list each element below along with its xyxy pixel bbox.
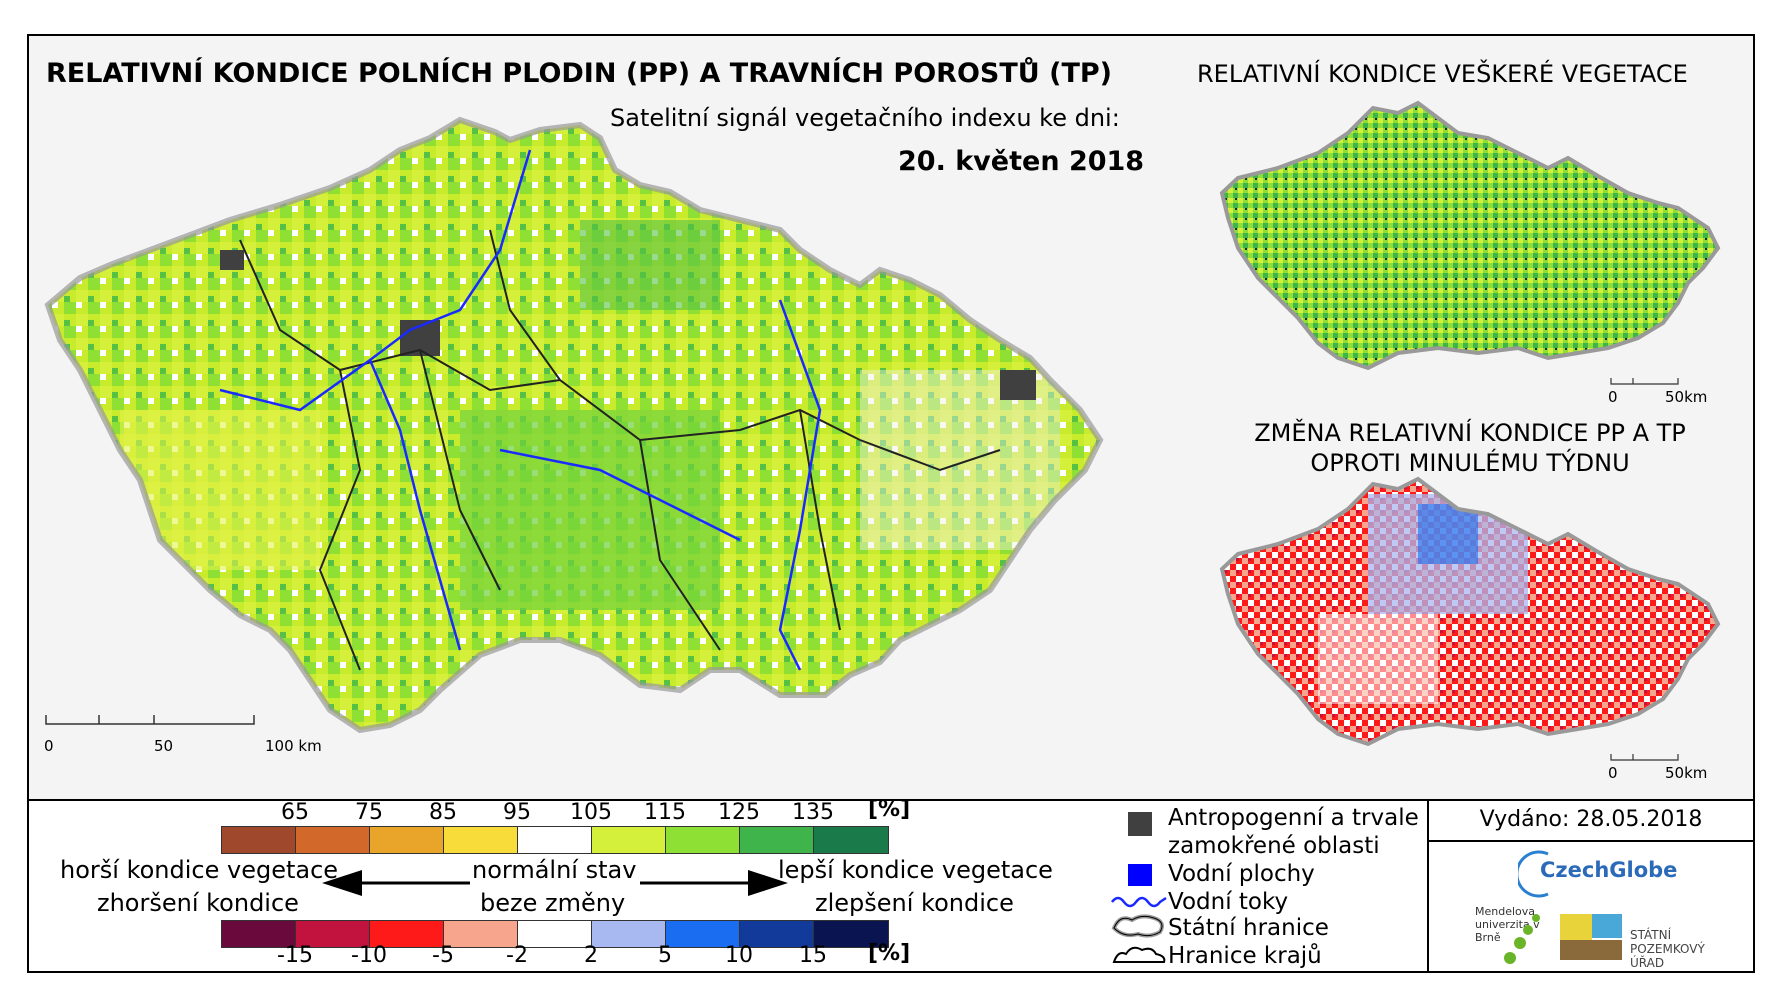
- inset-change-scale-end: 50km: [1665, 764, 1708, 782]
- legend-water: Vodní plochy: [1168, 861, 1315, 887]
- czechglobe-logo-text: CzechGlobe: [1540, 858, 1678, 882]
- legend-divider: [1427, 799, 1429, 973]
- state-border-icon: [1111, 914, 1164, 938]
- urban-area-symbol: [1128, 812, 1152, 836]
- condition-swatch: [814, 827, 888, 853]
- inset-change-title-line1: ZMĚNA RELATIVNÍ KONDICE PP A TP: [1254, 419, 1686, 447]
- main-scale-mid: 50: [154, 737, 174, 755]
- condition-scale-unit: [%]: [868, 797, 911, 822]
- water-body-symbol: [1128, 864, 1152, 886]
- inset-change-scale-zero: 0: [1608, 764, 1618, 782]
- main-title: RELATIVNÍ KONDICE POLNÍCH PLODIN (PP) A …: [46, 58, 1112, 89]
- scale-tick-label: 65: [281, 800, 309, 825]
- region-border-icon: [1112, 946, 1166, 963]
- condition-swatch: [592, 827, 666, 853]
- inset-vegetation-scale-end: 50km: [1665, 388, 1708, 406]
- scale-tick-label: -2: [506, 943, 528, 968]
- change-swatch: [740, 921, 814, 947]
- main-scale-bar: [45, 715, 255, 725]
- legend-urban-line2: zamokřené oblasti: [1168, 833, 1380, 859]
- condition-swatch: [222, 827, 296, 853]
- scale-tick-label: 115: [644, 800, 686, 825]
- change-swatch: [814, 921, 888, 947]
- scale-tick-label: 2: [584, 943, 598, 968]
- scale-tick-label: 15: [799, 943, 827, 968]
- change-swatch: [370, 921, 444, 947]
- scale-tick-label: -15: [277, 943, 313, 968]
- condition-swatch: [370, 827, 444, 853]
- label-normal-state: normální stav: [472, 856, 637, 884]
- scale-tick-label: 10: [725, 943, 753, 968]
- legend-rivers: Vodní toky: [1168, 889, 1289, 915]
- issued-divider: [1427, 840, 1755, 842]
- label-worse-condition: horší kondice vegetace: [60, 856, 339, 884]
- change-swatch: [666, 921, 740, 947]
- change-swatch: [444, 921, 518, 947]
- arrow-left-icon: [322, 870, 470, 896]
- mendel-university-logo: Mendelova univerzita v Brně: [1475, 905, 1540, 944]
- scale-tick-label: 5: [658, 943, 672, 968]
- condition-swatch: [296, 827, 370, 853]
- spu-logo-icon: [1560, 914, 1622, 960]
- scale-tick-label: -10: [351, 943, 387, 968]
- change-swatch: [296, 921, 370, 947]
- label-worse-change: zhoršení kondice: [97, 889, 299, 917]
- legend-region-border: Hranice krajů: [1168, 943, 1322, 969]
- change-color-bar: [221, 920, 889, 948]
- inset-change-map: [1219, 476, 1721, 761]
- scale-tick-label: 85: [429, 800, 457, 825]
- mendel-dots-icon: [1504, 914, 1540, 964]
- legend-state-border: Státní hranice: [1168, 915, 1329, 941]
- condition-color-bar: [221, 826, 889, 854]
- change-swatch: [222, 921, 296, 947]
- main-condition-map: [44, 116, 1104, 734]
- scale-tick-label: 135: [792, 800, 834, 825]
- inset-vegetation-scale-zero: 0: [1608, 388, 1618, 406]
- subtitle: Satelitní signál vegetačního indexu ke d…: [610, 104, 1120, 132]
- legend-urban: Antropogenní a trvale zamokřené oblasti: [1168, 804, 1419, 860]
- label-no-change: beze změny: [480, 889, 626, 917]
- river-line-icon: [1111, 896, 1167, 908]
- inset-change-title-line2: OPROTI MINULÉMU TÝDNU: [1310, 449, 1630, 477]
- spu-logo-text: STÁTNÍ POZEMKOVÝ ÚŘAD: [1630, 928, 1705, 970]
- condition-swatch: [518, 827, 592, 853]
- inset-vegetation-map: [1219, 100, 1721, 385]
- arrow-right-icon: [640, 870, 788, 896]
- issued-date: Vydáno: 28.05.2018: [1479, 807, 1703, 832]
- main-scale-end: 100 km: [265, 737, 322, 755]
- change-swatch: [518, 921, 592, 947]
- scale-tick-label: 105: [570, 800, 612, 825]
- change-scale-unit: [%]: [868, 941, 911, 966]
- condition-swatch: [740, 827, 814, 853]
- label-better-change: zlepšení kondice: [815, 889, 1014, 917]
- legend-urban-line1: Antropogenní a trvale: [1168, 805, 1419, 831]
- main-scale-zero: 0: [44, 737, 54, 755]
- inset-vegetation-title: RELATIVNÍ KONDICE VEŠKERÉ VEGETACE: [1197, 60, 1688, 88]
- change-swatch: [592, 921, 666, 947]
- scale-tick-label: -5: [432, 943, 454, 968]
- czechglobe-logo: [1518, 850, 1549, 898]
- condition-swatch: [666, 827, 740, 853]
- inset-change-title: ZMĚNA RELATIVNÍ KONDICE PP A TP OPROTI M…: [1190, 418, 1750, 478]
- scale-tick-label: 75: [355, 800, 383, 825]
- condition-swatch: [444, 827, 518, 853]
- scale-tick-label: 125: [718, 800, 760, 825]
- report-date: 20. květen 2018: [898, 146, 1145, 177]
- scale-tick-label: 95: [503, 800, 531, 825]
- label-better-condition: lepší kondice vegetace: [778, 856, 1053, 884]
